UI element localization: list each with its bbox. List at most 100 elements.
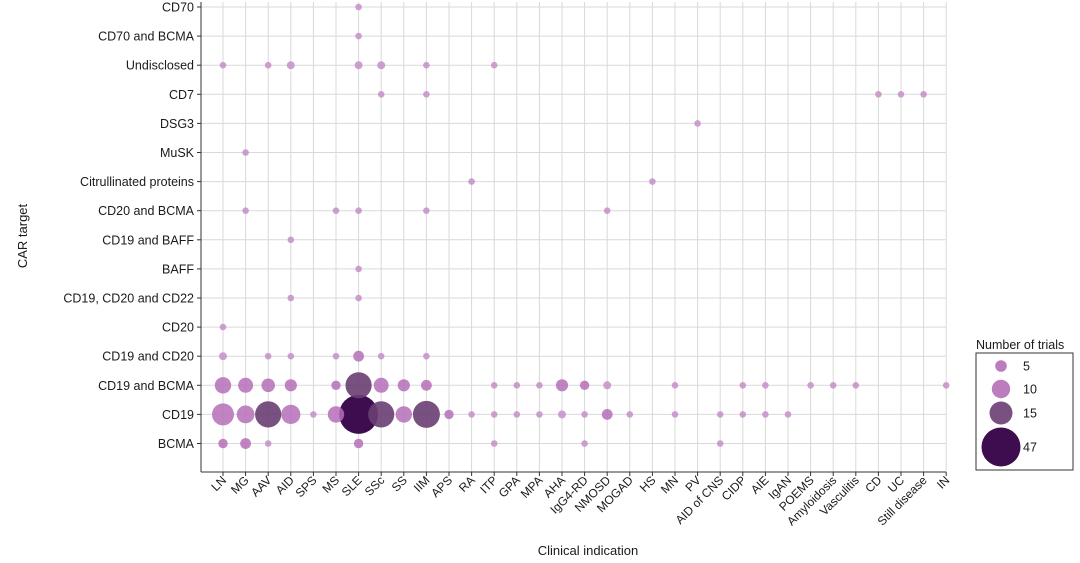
y-label-cd19-cd20-and-cd22: CD19, CD20 and CD22 — [63, 292, 194, 306]
bubble-sle-cd19-and-bcma — [345, 372, 372, 399]
x-label-cd: CD — [862, 473, 884, 495]
bubble-cidp-cd19-and-bcma — [739, 382, 747, 389]
x-label-ssc: SSc — [362, 473, 387, 498]
bubble-in-cd19-and-bcma — [942, 382, 950, 389]
bubble-iim-cd19-and-cd20 — [423, 352, 430, 360]
bubble-igg4-rd-cd19 — [581, 411, 588, 418]
y-label-cd20: CD20 — [162, 321, 194, 335]
bubble-ss-cd19-and-bcma — [397, 379, 410, 392]
y-label-bcma: BCMA — [158, 437, 195, 451]
y-label-musk: MuSK — [160, 146, 195, 160]
bubble-gpa-cd19 — [513, 411, 521, 418]
bubble-itp-bcma — [490, 440, 498, 447]
bubble-sle-cd19-and-cd20 — [353, 350, 364, 362]
bubble-ssc-cd19-and-cd20 — [377, 352, 385, 360]
y-label-cd70: CD70 — [162, 1, 194, 15]
bubble-still-disease-cd7 — [920, 91, 927, 98]
bubble-aha-cd19 — [558, 410, 566, 419]
x-label-mg: MG — [228, 473, 252, 497]
y-label-cd19: CD19 — [162, 408, 194, 422]
y-label-cd19-and-baff: CD19 and BAFF — [102, 233, 194, 247]
bubble-aid-cd19-and-baff — [287, 236, 295, 244]
bubble-igg4-rd-cd19-and-bcma — [579, 380, 590, 390]
bubble-mogad-cd19 — [626, 411, 634, 418]
bubble-ra-citrullinated-proteins — [468, 178, 475, 185]
bubble-aie-cd19-and-bcma — [762, 382, 769, 389]
bubble-gpa-cd19-and-bcma — [513, 382, 521, 389]
bubble-mn-cd19-and-bcma — [671, 382, 679, 389]
bubble-uc-cd7 — [897, 91, 905, 98]
bubble-itp-cd19 — [490, 411, 498, 418]
x-axis-title: Clinical indication — [538, 543, 638, 558]
y-label-undisclosed: Undisclosed — [126, 59, 194, 73]
grid-layer — [201, 2, 947, 472]
bubble-aav-bcma — [264, 440, 272, 447]
bubble-nmosd-cd19 — [601, 409, 613, 420]
x-label-aav: AAV — [248, 473, 274, 499]
legend-bubble-10 — [991, 379, 1011, 399]
x-label-ra: RA — [456, 473, 478, 495]
x-label-aid: AID — [273, 473, 297, 497]
legend-label-47: 47 — [1023, 441, 1037, 455]
bubble-sle-cd20-and-bcma — [355, 207, 362, 214]
bubble-sle-cd70 — [355, 3, 362, 11]
bubble-iim-undisclosed — [423, 61, 430, 69]
bubble-ra-cd19 — [468, 411, 475, 418]
bubble-sle-undisclosed — [354, 61, 363, 70]
legend-bubble-15 — [989, 401, 1013, 425]
bubble-vasculitis-cd19-and-bcma — [852, 382, 860, 389]
bubble-aid-cd19-cd20-and-cd22 — [287, 294, 295, 302]
bubble-mg-cd19-and-bcma — [238, 377, 254, 393]
x-label-ms: MS — [319, 473, 342, 496]
legend-bubble-5 — [995, 360, 1007, 372]
bubble-ms-cd20-and-bcma — [332, 207, 340, 214]
y-label-baff: BAFF — [162, 262, 194, 276]
y-label-cd19-and-bcma: CD19 and BCMA — [98, 379, 195, 393]
y-label-dsg3: DSG3 — [160, 117, 194, 131]
x-label-hs: HS — [637, 473, 659, 495]
bubble-cidp-cd19 — [739, 411, 747, 418]
legend-label-5: 5 — [1023, 360, 1030, 374]
bubble-aid-of-cns-bcma — [716, 440, 724, 447]
bubble-ssc-cd7 — [377, 91, 385, 98]
bubble-sle-cd70-and-bcma — [355, 32, 362, 40]
bubble-aav-cd19-and-bcma — [261, 378, 276, 393]
bubble-iim-cd19 — [412, 400, 440, 428]
x-label-sle: SLE — [339, 473, 365, 499]
bubble-mn-cd19 — [671, 411, 679, 418]
axis-layer — [197, 2, 947, 476]
bubble-aid-of-cns-cd19 — [716, 411, 724, 418]
bubble-iim-cd19-and-bcma — [421, 379, 432, 391]
bubble-ms-cd19-and-cd20 — [332, 352, 340, 360]
bubble-sle-cd19-cd20-and-cd22 — [355, 294, 362, 302]
legend-items: 5 10 15 47 — [981, 360, 1037, 467]
legend-label-10: 10 — [1023, 383, 1037, 397]
bubble-sle-baff — [355, 265, 362, 273]
bubble-aid-cd19-and-bcma — [284, 379, 297, 392]
bubble-ln-undisclosed — [219, 61, 227, 69]
bubble-pv-dsg3 — [694, 120, 701, 127]
x-label-sps: SPS — [293, 473, 320, 500]
bubble-ln-bcma — [218, 438, 228, 449]
y-label-cd70-and-bcma: CD70 and BCMA — [98, 30, 195, 44]
x-label-ln: LN — [208, 473, 229, 494]
x-label-mpa: MPA — [518, 473, 546, 501]
bubble-mg-cd19 — [236, 405, 255, 424]
x-label-ss: SS — [389, 473, 410, 494]
bubble-aav-cd19 — [255, 401, 282, 428]
bubble-ln-cd19 — [212, 403, 234, 426]
bubble-aha-cd19-and-bcma — [555, 379, 569, 392]
bubble-cd-cd7 — [875, 91, 882, 98]
bubble-ln-cd19-and-bcma — [214, 377, 232, 394]
bubble-mg-bcma — [240, 438, 252, 449]
y-label-citrullinated-proteins: Citrullinated proteins — [80, 175, 194, 189]
bubble-nmosd-cd19-and-bcma — [603, 381, 612, 390]
bubble-layer — [212, 3, 950, 449]
bubble-hs-citrullinated-proteins — [649, 178, 656, 185]
legend: Number of trials 5 10 15 47 — [975, 338, 1074, 471]
bubble-ms-cd19-and-bcma — [331, 380, 341, 390]
legend-label-15: 15 — [1023, 407, 1037, 421]
x-label-cidp: CIDP — [719, 473, 749, 503]
